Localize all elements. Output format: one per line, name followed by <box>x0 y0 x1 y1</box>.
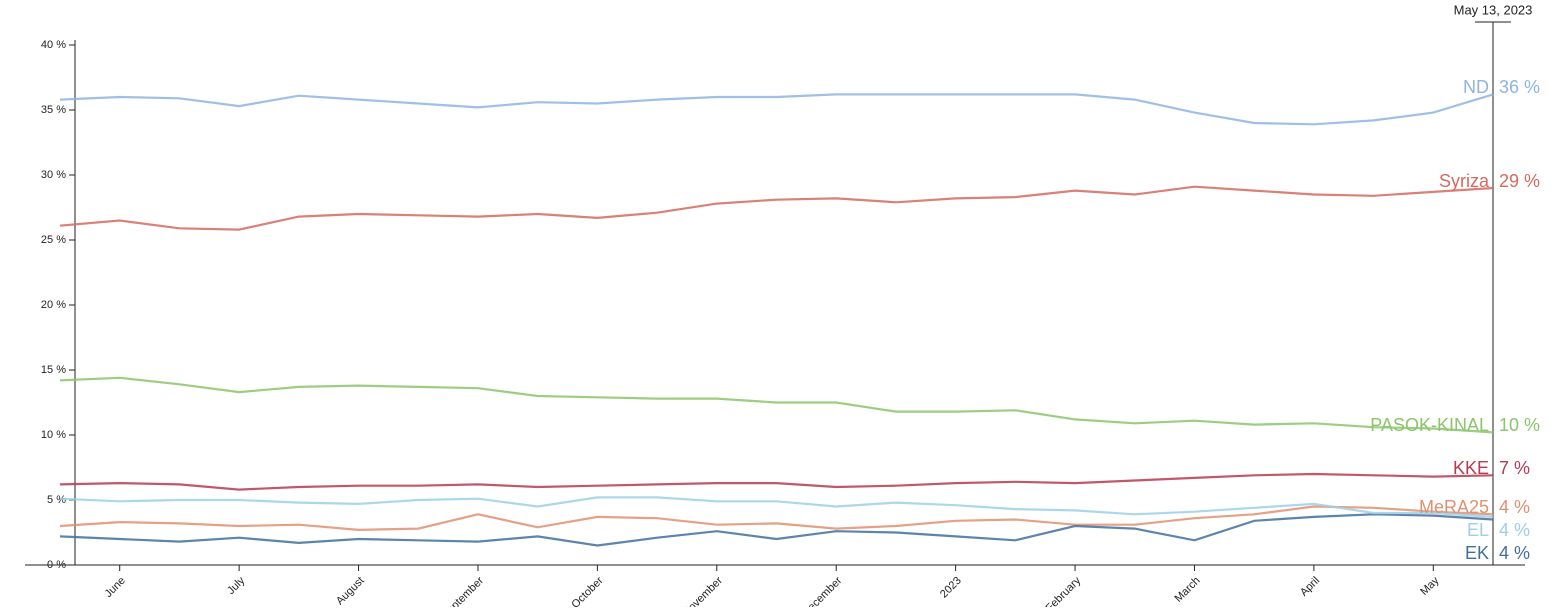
end-value-label: 4 % <box>1499 497 1530 517</box>
series-line <box>59 472 1494 491</box>
x-tick-label: 2023 <box>938 575 964 601</box>
end-value-label: 4 % <box>1499 520 1530 540</box>
x-tick-label: May <box>1418 574 1442 598</box>
y-tick-label: 5 % <box>47 494 66 506</box>
x-tick-label: December <box>800 574 845 607</box>
legend-label: Syriza <box>1439 171 1490 191</box>
x-tick-label: September <box>440 574 487 607</box>
legend-label: KKE <box>1453 458 1489 478</box>
end-value-label: 7 % <box>1499 458 1530 478</box>
legend-label: EK <box>1465 543 1489 563</box>
x-tick-label: August <box>334 575 367 607</box>
y-tick-label: 40 % <box>41 39 66 51</box>
series-line <box>59 376 1494 434</box>
y-tick-label: 30 % <box>41 169 66 181</box>
x-tick-label: June <box>103 575 128 600</box>
end-value-label: 4 % <box>1499 543 1530 563</box>
y-tick-label: 20 % <box>41 299 66 311</box>
x-tick-label: November <box>681 574 726 607</box>
y-tick-label: 10 % <box>41 429 66 441</box>
series-line <box>59 185 1494 231</box>
legend-label: EL <box>1467 520 1489 540</box>
x-tick-label: October <box>569 574 605 607</box>
series-line <box>59 505 1494 532</box>
x-tick-label: July <box>225 574 248 597</box>
x-tick-label: February <box>1044 574 1084 607</box>
end-value-label: 29 % <box>1499 171 1540 191</box>
legend-label: PASOK-KINAL <box>1370 415 1489 435</box>
current-date-label: May 13, 2023 <box>1454 2 1533 17</box>
end-value-label: 36 % <box>1499 77 1540 97</box>
y-tick-label: 0 % <box>47 559 66 571</box>
series-line <box>59 93 1494 126</box>
y-tick-label: 25 % <box>41 234 66 246</box>
series-line <box>59 496 1494 518</box>
legend-label: ND <box>1463 77 1489 97</box>
end-value-label: 10 % <box>1499 415 1540 435</box>
series-line <box>59 513 1494 547</box>
legend-label: MeRA25 <box>1419 497 1489 517</box>
y-tick-label: 15 % <box>41 364 66 376</box>
x-tick-label: April <box>1298 575 1322 599</box>
y-tick-label: 35 % <box>41 104 66 116</box>
x-tick-label: March <box>1173 575 1203 605</box>
